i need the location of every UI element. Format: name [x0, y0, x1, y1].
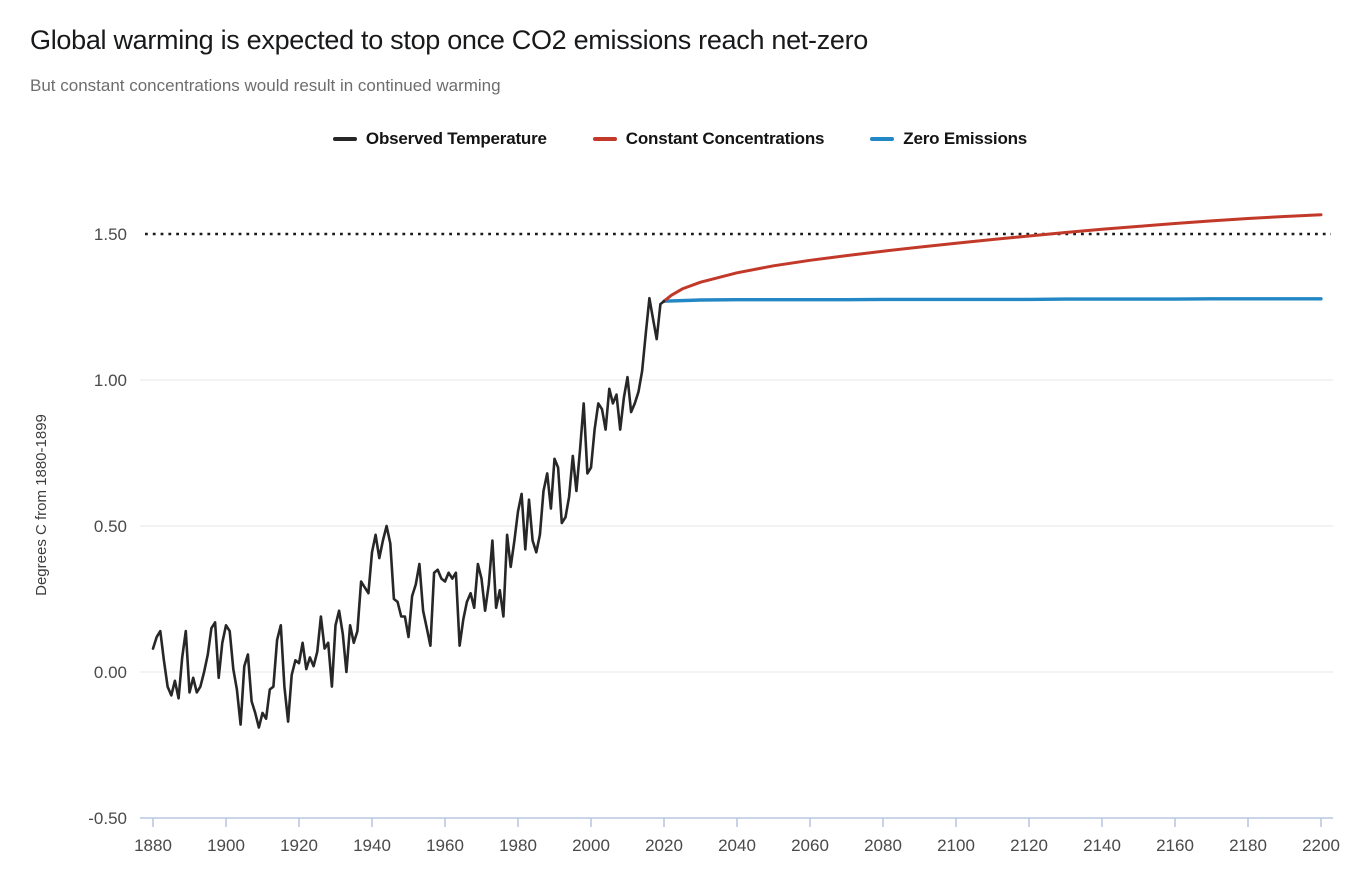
- x-tick-label-1980: 1980: [499, 836, 537, 855]
- series-line-observed-temperature: [151, 296, 666, 729]
- series-line-zero-emissions: [662, 297, 1323, 303]
- x-tick-label-2000: 2000: [572, 836, 610, 855]
- x-tick-label-2120: 2120: [1010, 836, 1048, 855]
- legend-swatch-icon: [592, 137, 617, 141]
- legend-label: Constant Concentrations: [625, 129, 825, 148]
- series-line-constant-concentrations: [662, 213, 1323, 303]
- x-tick-label-2080: 2080: [864, 836, 902, 855]
- legend-item-observed-temperature: Observed Temperature: [332, 129, 547, 149]
- x-tick-label-1940: 1940: [353, 836, 391, 855]
- y-tick-label-0.50: 0.50: [94, 517, 127, 536]
- x-tick-label-2100: 2100: [937, 836, 975, 855]
- x-tick-label-2020: 2020: [645, 836, 683, 855]
- x-tick-label-2060: 2060: [791, 836, 829, 855]
- x-tick-label-2160: 2160: [1156, 836, 1194, 855]
- x-tick-label-2200: 2200: [1302, 836, 1340, 855]
- legend-item-constant-concentrations: Constant Concentrations: [592, 129, 825, 149]
- y-tick-label-1.00: 1.00: [94, 371, 127, 390]
- x-tick-label-1920: 1920: [280, 836, 318, 855]
- y-tick-label--0.50: -0.50: [88, 809, 127, 828]
- x-tick-label-2180: 2180: [1229, 836, 1267, 855]
- chart-legend: Observed Temperature Constant Concentrati…: [0, 129, 1360, 149]
- y-tick-label-0.00: 0.00: [94, 663, 127, 682]
- x-tick-label-1880: 1880: [134, 836, 172, 855]
- legend-label: Zero Emissions: [903, 129, 1028, 148]
- legend-swatch-icon: [870, 137, 895, 141]
- y-tick-label-1.50: 1.50: [94, 225, 127, 244]
- x-tick-label-2040: 2040: [718, 836, 756, 855]
- legend-swatch-icon: [332, 137, 357, 141]
- chart-subtitle: But constant concentrations would result…: [30, 76, 501, 95]
- y-axis-title: Degrees C from 1880-1899: [33, 414, 50, 596]
- legend-item-zero-emissions: Zero Emissions: [870, 129, 1027, 149]
- x-tick-label-1960: 1960: [426, 836, 464, 855]
- chart-title: Global warming is expected to stop once …: [30, 25, 869, 55]
- x-tick-label-2140: 2140: [1083, 836, 1121, 855]
- legend-label: Observed Temperature: [365, 129, 547, 148]
- x-tick-label-1900: 1900: [207, 836, 245, 855]
